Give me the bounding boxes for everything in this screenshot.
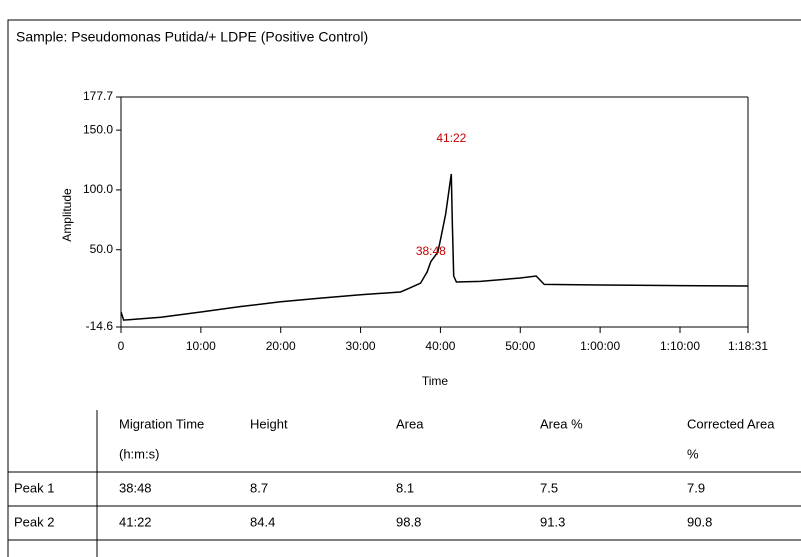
peak-label: 41:22 bbox=[436, 131, 466, 145]
x-tick-label: 1:18:31 bbox=[728, 339, 768, 353]
row-header: Peak 1 bbox=[14, 480, 54, 495]
y-tick-label: 177.7 bbox=[83, 89, 113, 103]
column-header: Area % bbox=[540, 416, 583, 431]
cell: 8.7 bbox=[250, 480, 268, 495]
y-tick-label: 100.0 bbox=[83, 182, 113, 196]
column-header: Area bbox=[396, 416, 424, 431]
y-tick-label: -14.6 bbox=[86, 319, 114, 333]
x-axis-label: Time bbox=[422, 374, 449, 388]
cell: 84.4 bbox=[250, 514, 275, 529]
cell: 7.9 bbox=[687, 480, 705, 495]
frame bbox=[7, 19, 801, 557]
cell: 41:22 bbox=[119, 514, 152, 529]
cell: 98.8 bbox=[396, 514, 421, 529]
x-tick-label: 1:10:00 bbox=[660, 339, 700, 353]
column-header: Migration Time bbox=[119, 416, 204, 431]
x-tick-label: 10:00 bbox=[186, 339, 216, 353]
column-header: Corrected Area bbox=[687, 416, 775, 431]
x-tick-label: 40:00 bbox=[425, 339, 455, 353]
cell: 8.1 bbox=[396, 480, 414, 495]
y-tick-label: 50.0 bbox=[90, 242, 114, 256]
x-tick-label: 50:00 bbox=[505, 339, 535, 353]
y-axis-label: Amplitude bbox=[60, 188, 74, 242]
trace bbox=[120, 173, 749, 321]
x-tick-label: 20:00 bbox=[266, 339, 296, 353]
x-tick-label: 1:00:00 bbox=[580, 339, 620, 353]
cell: 38:48 bbox=[119, 480, 152, 495]
row-header: Peak 2 bbox=[14, 514, 54, 529]
column-unit: % bbox=[687, 446, 699, 461]
cell: 91.3 bbox=[540, 514, 565, 529]
column-header: Height bbox=[250, 416, 288, 431]
x-tick-label: 30:00 bbox=[346, 339, 376, 353]
column-unit: (h:m:s) bbox=[119, 446, 159, 461]
chart-title: Sample: Pseudomonas Putida/+ LDPE (Posit… bbox=[16, 29, 368, 45]
cell: 90.8 bbox=[687, 514, 712, 529]
peak-label: 38:48 bbox=[416, 244, 446, 258]
y-tick-label: 150.0 bbox=[83, 122, 113, 136]
cell: 7.5 bbox=[540, 480, 558, 495]
x-tick-label: 0 bbox=[118, 339, 125, 353]
